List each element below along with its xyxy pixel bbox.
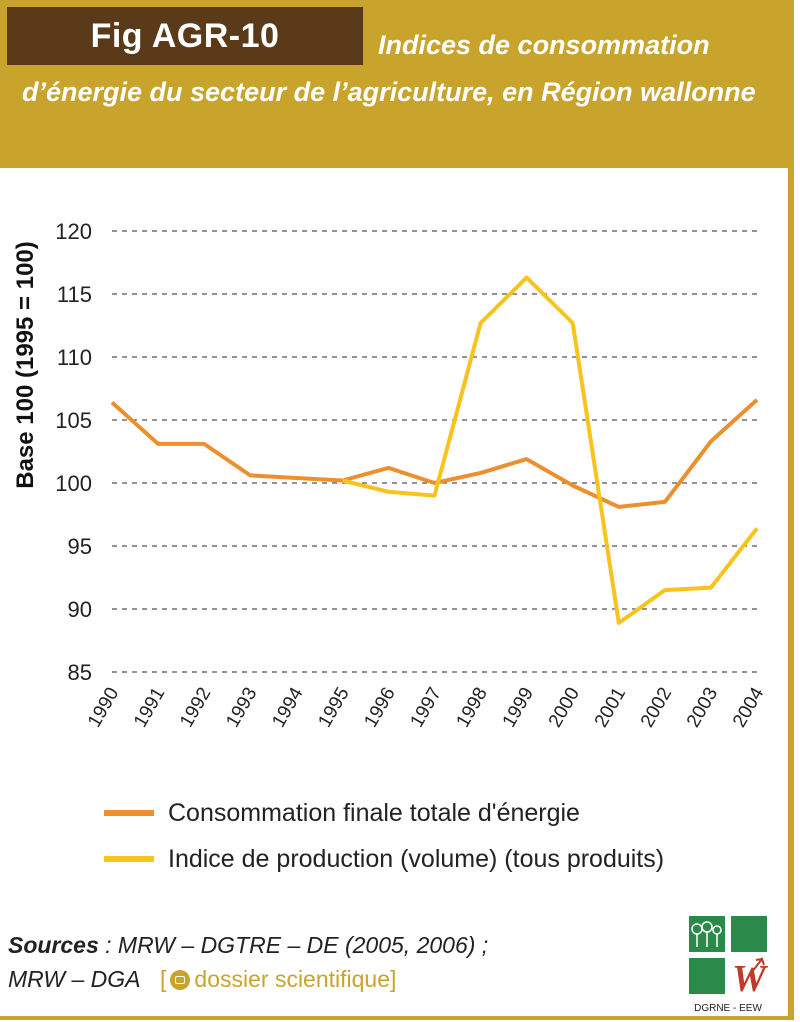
series-lines — [110, 275, 759, 625]
figure-title-rest: d’énergie du secteur de l’agriculture, e… — [22, 77, 756, 107]
legend-item-production: Indice de production (volume) (tous prod… — [104, 844, 664, 874]
x-tick-label: 1990 — [84, 684, 123, 731]
y-tick-label: 105 — [55, 408, 92, 433]
grid-lines — [112, 230, 757, 673]
x-tick-label: 1994 — [268, 684, 308, 731]
legend-swatch-production — [104, 856, 154, 862]
y-tick-label: 120 — [55, 219, 92, 244]
x-tick-label: 2003 — [683, 684, 722, 731]
series-line-production — [341, 275, 759, 625]
dossier-icon — [170, 970, 191, 990]
y-tick-label: 85 — [68, 660, 92, 685]
x-axis-ticks: 1990 1991 1992 1993 1994 1995 1996 1997 1998 1999… — [84, 684, 769, 731]
bracket-close: ] — [390, 966, 397, 992]
x-tick-label: 1998 — [453, 684, 492, 731]
sources-line1: Sources : MRW – DGTRE – DE (2005, 2006) … — [8, 928, 488, 962]
y-tick-label: 100 — [55, 471, 92, 496]
legend-swatch-consumption — [104, 810, 154, 816]
figure-title-line1: Indices de consommation — [378, 30, 710, 60]
y-axis-label: Base 100 (1995 = 100) — [12, 241, 39, 489]
legend-label-production: Indice de production (volume) (tous prod… — [168, 844, 665, 873]
series-line-consumption — [110, 398, 759, 509]
y-tick-label: 95 — [68, 534, 92, 559]
y-tick-label: 110 — [57, 345, 92, 370]
y-tick-label: 115 — [57, 282, 92, 307]
sources-line2: MRW – DGA [ dossier scientifique] — [8, 962, 488, 996]
dossier-scientifique-link[interactable]: [ dossier scientifique] — [146, 966, 396, 992]
dgrne-eew-logo: W DGRNE - EEW — [689, 916, 768, 1014]
x-tick-label: 1995 — [314, 684, 353, 731]
sources-text-2: MRW – DGA — [8, 966, 140, 992]
x-tick-label: 2001 — [591, 684, 630, 731]
legend-label-consumption: Consommation finale totale d'énergie — [168, 798, 580, 827]
x-tick-label: 2000 — [545, 684, 584, 731]
bracket-open: [ — [160, 966, 167, 992]
svg-text:DGRNE - EEW: DGRNE - EEW — [694, 1003, 762, 1014]
x-tick-label: 1992 — [176, 684, 215, 731]
x-tick-label: 1997 — [407, 684, 446, 731]
svg-text:W: W — [732, 958, 768, 1000]
sources-text-1: : MRW – DGTRE – DE (2005, 2006) ; — [98, 932, 489, 958]
sources-note: Sources : MRW – DGTRE – DE (2005, 2006) … — [8, 928, 488, 996]
x-tick-label: 1996 — [360, 684, 399, 731]
y-axis-ticks: 85 90 95 100 105 110 115 120 — [55, 219, 92, 685]
legend-item-consumption: Consommation finale totale d'énergie — [104, 798, 580, 828]
sources-label: Sources — [8, 932, 99, 958]
x-tick-label: 1999 — [499, 684, 538, 731]
figure-id-tag: Fig AGR-10 — [7, 7, 363, 65]
dossier-link-label: dossier scientifique — [194, 966, 391, 992]
x-tick-label: 2002 — [637, 684, 676, 731]
y-tick-label: 90 — [68, 597, 92, 622]
x-tick-label: 1991 — [130, 684, 169, 731]
x-tick-label: 2004 — [729, 684, 769, 731]
x-tick-label: 1993 — [222, 684, 261, 731]
figure-header: Fig AGR-10 Indices de consommation d’éne… — [0, 0, 794, 168]
